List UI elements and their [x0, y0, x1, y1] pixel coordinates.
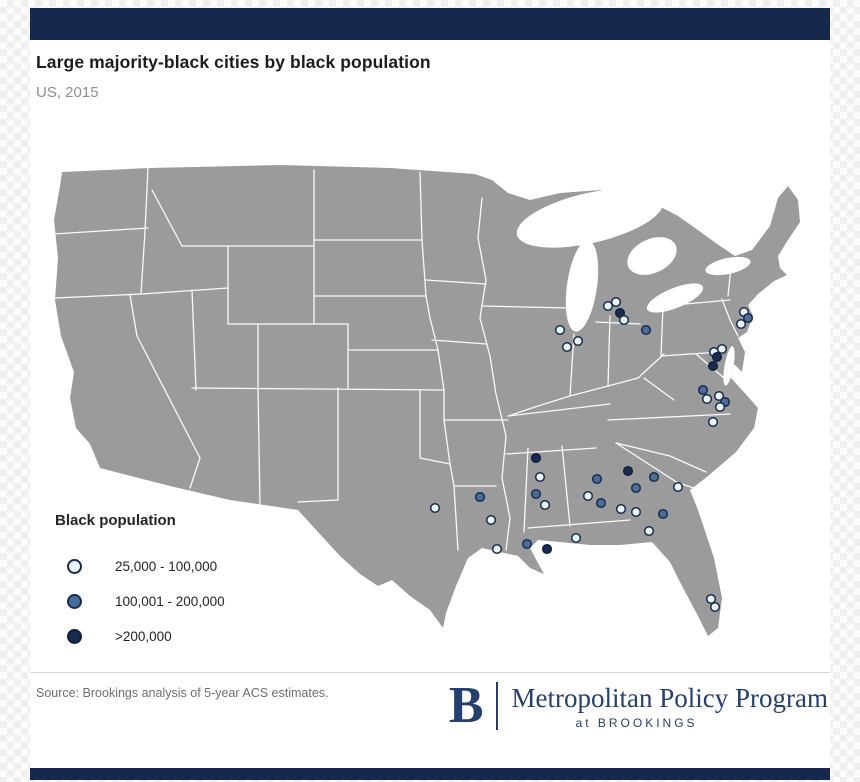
legend-item-medium: 100,001 - 200,000 [55, 584, 225, 619]
city-dot [697, 384, 709, 396]
city-dot [521, 538, 533, 550]
legend-title: Black population [55, 512, 176, 529]
legend-label-medium: 100,001 - 200,000 [115, 594, 225, 609]
city-dot [429, 502, 441, 514]
top-brand-bar [30, 8, 830, 40]
source-text: Source: Brookings analysis of 5-year ACS… [36, 686, 329, 700]
city-dot [530, 488, 542, 500]
city-dot [707, 360, 719, 372]
city-dot [534, 471, 546, 483]
chart-subtitle: US, 2015 [36, 84, 99, 101]
city-dot [640, 324, 652, 336]
lake-ontario [705, 256, 751, 276]
lake-huron [627, 237, 677, 275]
city-dot [648, 471, 660, 483]
city-dot [711, 351, 723, 363]
legend-label-small: 25,000 - 100,000 [115, 559, 218, 574]
city-dot [485, 514, 497, 526]
city-dot [554, 324, 566, 336]
chart-area: Large majority-black cities by black pop… [30, 40, 830, 768]
city-dot [602, 300, 614, 312]
city-dot [618, 314, 630, 326]
lake-michigan [565, 240, 599, 332]
city-dot [630, 482, 642, 494]
brookings-logo: B Metropolitan Policy Program at BROOKIN… [449, 676, 828, 736]
legend-swatch-medium-icon [67, 594, 82, 609]
city-dot [539, 499, 551, 511]
city-dot [530, 452, 542, 464]
city-dot [474, 491, 486, 503]
city-dot [714, 401, 726, 413]
logo-org-tagline: at BROOKINGS [575, 715, 698, 730]
city-dot [615, 503, 627, 515]
city-dot [491, 543, 503, 555]
city-dot [622, 465, 634, 477]
city-dot [709, 601, 721, 613]
state-borders [53, 167, 739, 551]
city-dot [570, 532, 582, 544]
chesapeake-bay [723, 346, 735, 386]
brookings-b-logo: B [448, 677, 484, 734]
footer-divider [30, 672, 830, 673]
city-dot-layer [429, 296, 754, 613]
city-dot [630, 506, 642, 518]
city-dot [591, 473, 603, 485]
logo-text-block: Metropolitan Policy Program at BROOKINGS [512, 683, 828, 730]
legend-label-large: >200,000 [115, 629, 172, 644]
us-landmass [54, 165, 800, 636]
city-dot [716, 343, 728, 355]
logo-divider [495, 682, 498, 730]
lake-superior [516, 188, 664, 248]
chart-title: Large majority-black cities by black pop… [36, 52, 431, 72]
legend-swatch-small-icon [67, 559, 82, 574]
city-dot [657, 508, 669, 520]
city-dot [582, 490, 594, 502]
lake-erie [646, 283, 704, 313]
city-dot [735, 318, 747, 330]
great-lakes [516, 188, 751, 386]
legend-item-small: 25,000 - 100,000 [55, 549, 225, 584]
city-dot [561, 341, 573, 353]
legend: Black population 25,000 - 100,000 100,00… [55, 512, 225, 654]
legend-swatch-large-icon [67, 629, 82, 644]
city-dot [610, 296, 622, 308]
city-dot [707, 416, 719, 428]
city-dot [742, 312, 754, 324]
bottom-brand-bar [30, 768, 830, 780]
city-dot [643, 525, 655, 537]
city-dot [595, 497, 607, 509]
city-dot [672, 481, 684, 493]
city-dot [541, 543, 553, 555]
legend-item-large: >200,000 [55, 619, 225, 654]
us-map [53, 165, 800, 636]
logo-program-name: Metropolitan Policy Program [511, 682, 828, 713]
city-dot [701, 393, 713, 405]
city-dot [713, 390, 725, 402]
city-dot [572, 335, 584, 347]
city-dot [705, 593, 717, 605]
